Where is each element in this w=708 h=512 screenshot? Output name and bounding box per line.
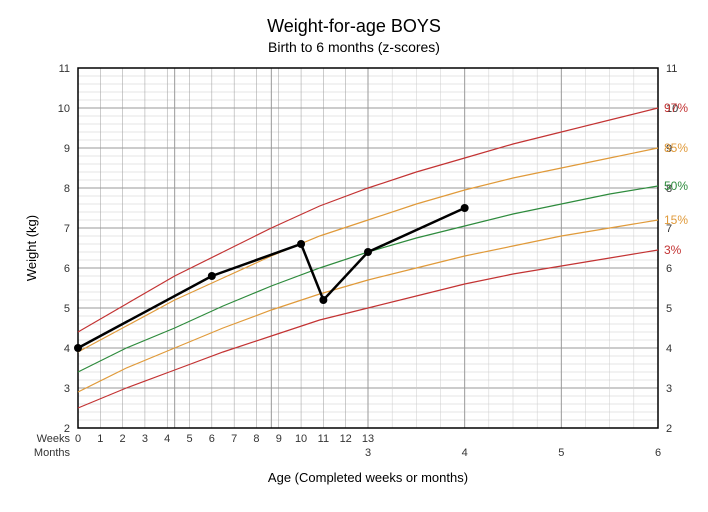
ytick-left: 10 — [58, 103, 70, 115]
percentile-label: 50% — [664, 179, 688, 193]
xtick-week: 11 — [318, 433, 329, 445]
xtick-week: 1 — [97, 433, 103, 445]
ytick-right: 4 — [666, 343, 672, 355]
patient-point — [297, 240, 305, 248]
xtick-week: 5 — [186, 433, 192, 445]
xtick-month: 6 — [655, 447, 661, 459]
ytick-left: 6 — [64, 263, 70, 275]
ytick-left: 9 — [64, 143, 70, 155]
months-row-label: Months — [34, 447, 71, 459]
xtick-month: 4 — [462, 447, 468, 459]
xtick-week: 0 — [75, 433, 81, 445]
ytick-right: 11 — [666, 63, 677, 75]
chart-svg: Weight-for-age BOYS Birth to 6 months (z-… — [10, 10, 698, 502]
patient-point — [461, 204, 469, 212]
y-axis-label: Weight (kg) — [24, 215, 39, 281]
xtick-week: 9 — [276, 433, 282, 445]
weeks-row-label: Weeks — [37, 433, 71, 445]
xtick-month: 3 — [365, 447, 371, 459]
ytick-right: 6 — [666, 263, 672, 275]
xtick-week: 4 — [164, 433, 170, 445]
ytick-left: 8 — [64, 183, 70, 195]
ytick-left: 5 — [64, 303, 70, 315]
patient-point — [208, 272, 216, 280]
ytick-left: 4 — [64, 343, 70, 355]
xtick-week: 6 — [209, 433, 215, 445]
growth-chart: Weight-for-age BOYS Birth to 6 months (z-… — [10, 10, 698, 502]
ytick-left: 3 — [64, 383, 70, 395]
patient-point — [364, 248, 372, 256]
xtick-month: 5 — [558, 447, 564, 459]
patient-point — [319, 296, 327, 304]
chart-title: Weight-for-age BOYS — [267, 16, 441, 36]
percentile-label: 85% — [664, 141, 688, 155]
xtick-week: 2 — [120, 433, 126, 445]
x-axis-label: Age (Completed weeks or months) — [268, 470, 468, 485]
xtick-week: 12 — [340, 433, 352, 445]
xtick-week: 10 — [295, 433, 307, 445]
ytick-right: 3 — [666, 383, 672, 395]
xtick-week: 3 — [142, 433, 148, 445]
ytick-right: 5 — [666, 303, 672, 315]
xtick-week: 8 — [253, 433, 259, 445]
percentile-label: 3% — [664, 243, 682, 257]
xtick-week: 13 — [362, 433, 374, 445]
ytick-right: 2 — [666, 423, 672, 435]
patient-point — [74, 344, 82, 352]
ytick-left: 7 — [64, 223, 70, 235]
ytick-left: 11 — [59, 63, 70, 75]
percentile-label: 97% — [664, 101, 688, 115]
chart-subtitle: Birth to 6 months (z-scores) — [268, 39, 440, 55]
xtick-week: 7 — [231, 433, 237, 445]
percentile-label: 15% — [664, 213, 688, 227]
